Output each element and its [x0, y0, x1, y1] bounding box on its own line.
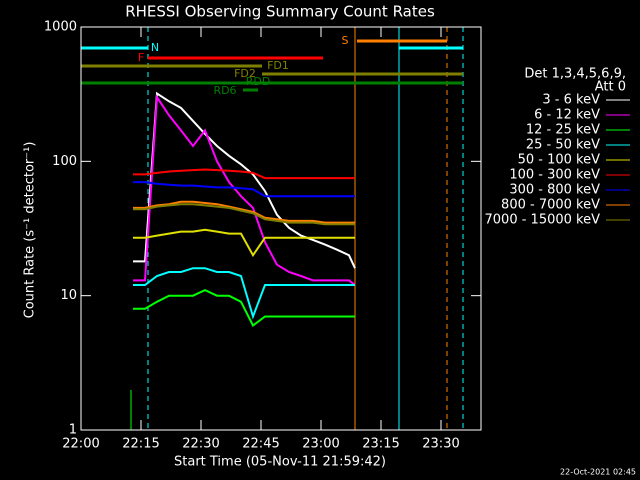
series-line: [133, 267, 355, 320]
legend-label: 7000 - 15000 keV: [485, 213, 601, 228]
legend-label: 300 - 800 keV: [509, 183, 600, 198]
x-tick-label: 22:00: [62, 437, 99, 452]
series-line: [133, 203, 355, 226]
legend-header: Det 1,3,4,5,6,9,: [524, 67, 626, 82]
flag-label: FD1: [267, 59, 289, 72]
footer: 22-Oct-2021 02:45: [560, 468, 636, 477]
flag-label: F: [138, 51, 144, 64]
flag-lines: [80, 27, 464, 430]
legend-label: 800 - 7000 keV: [501, 198, 600, 213]
flag-label: S: [342, 34, 349, 47]
legend-label: 25 - 50 keV: [526, 138, 600, 153]
series-line: [133, 228, 355, 258]
y-tick-label: 1000: [44, 20, 77, 35]
y-axis-label: Count Rate (s⁻¹ detector⁻¹): [23, 142, 38, 319]
series-line: [133, 168, 355, 180]
y-tick-label: 100: [52, 154, 77, 169]
series-line: [133, 200, 355, 224]
legend-label: 12 - 25 keV: [526, 123, 600, 138]
y-tick-label: 10: [60, 288, 77, 303]
series-line: [133, 94, 356, 286]
legend-label: 3 - 6 keV: [542, 93, 600, 108]
series-line: [133, 91, 356, 269]
flag-label: RD6: [213, 84, 236, 97]
flag-label: RDD: [246, 75, 271, 88]
flag-label: FD2: [234, 67, 256, 80]
legend-label: 50 - 100 keV: [518, 153, 601, 168]
chart-title: RHESSI Observing Summary Count Rates: [125, 3, 435, 21]
legend-label: 100 - 300 keV: [509, 168, 600, 183]
y-tick-label: 1: [69, 423, 77, 438]
series-line: [133, 181, 355, 198]
x-tick-label: 22:45: [242, 437, 279, 452]
x-axis-label: Start Time (05-Nov-11 21:59:42): [174, 455, 386, 470]
x-tick-label: 23:30: [422, 437, 459, 452]
legend-label: 6 - 12 keV: [534, 108, 600, 123]
plot-frame: [80, 26, 482, 431]
series-line: [133, 288, 355, 328]
x-tick-label: 23:00: [302, 437, 339, 452]
x-tick-label: 23:15: [362, 437, 399, 452]
legend-header: Att 0: [595, 80, 626, 95]
x-tick-label: 22:15: [122, 437, 159, 452]
x-tick-label: 22:30: [182, 437, 219, 452]
flag-label: N: [151, 41, 159, 54]
